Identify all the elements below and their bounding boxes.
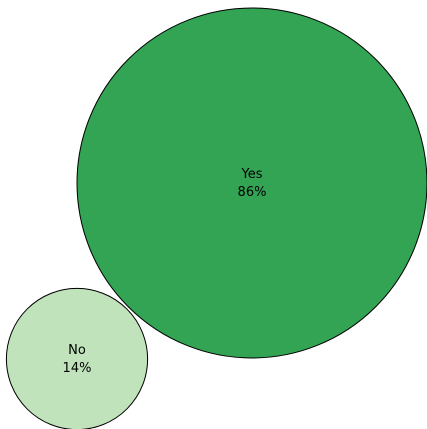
- bubbles-group: Yes 86% No 14%: [5, 7, 427, 429]
- bubble-yes: [76, 7, 427, 359]
- bubble-no: [5, 287, 149, 429]
- bubble-value-yes: 86%: [238, 185, 267, 200]
- bubble-label-no: No: [68, 343, 86, 358]
- bubble-label-yes: Yes: [241, 167, 263, 182]
- bubble-value-no: 14%: [63, 361, 92, 376]
